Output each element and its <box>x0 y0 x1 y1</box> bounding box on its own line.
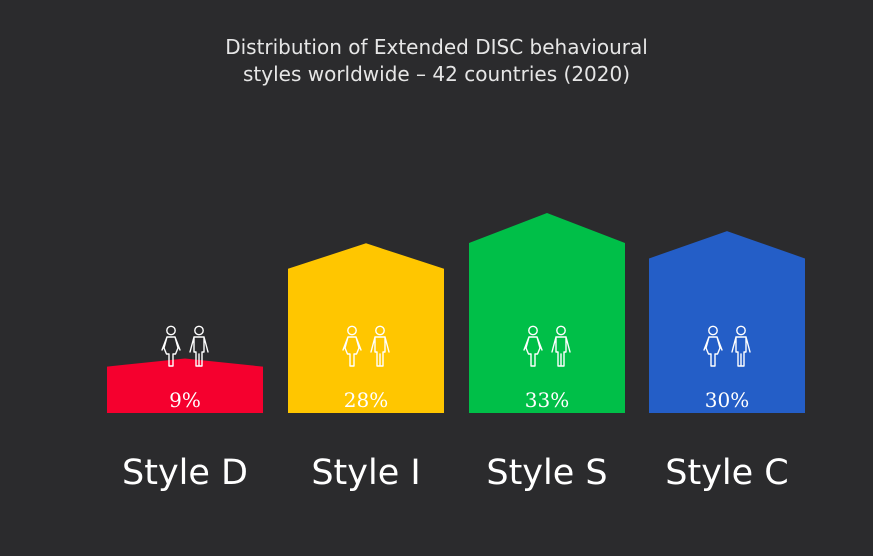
category-label-style-i: Style I <box>311 453 420 493</box>
male-female-person-pair-icon <box>703 325 751 367</box>
male-female-person-pair-icon <box>342 325 390 367</box>
bar-style-c <box>649 231 805 413</box>
chart-title-line-1: Distribution of Extended DISC behavioura… <box>225 35 648 59</box>
male-female-person-pair-icon <box>523 325 571 367</box>
data-label-style-i: 28% <box>344 388 388 412</box>
female-person-icon <box>342 325 362 367</box>
category-label-style-c: Style C <box>665 453 788 493</box>
male-person-icon <box>370 325 390 367</box>
bar-style-d <box>107 358 263 413</box>
data-label-style-c: 30% <box>705 388 749 412</box>
bar-style-s <box>469 213 625 413</box>
male-person-icon <box>731 325 751 367</box>
category-label-style-d: Style D <box>122 453 248 493</box>
chart-title-line-2: styles worldwide – 42 countries (2020) <box>242 62 631 86</box>
data-label-style-s: 33% <box>525 388 569 412</box>
bar-style-i <box>288 243 444 413</box>
chart-title: Distribution of Extended DISC behavioura… <box>0 34 873 88</box>
female-person-icon <box>703 325 723 367</box>
female-person-icon <box>523 325 543 367</box>
data-label-style-d: 9% <box>169 388 201 412</box>
male-person-icon <box>551 325 571 367</box>
female-person-icon <box>161 325 181 367</box>
male-female-person-pair-icon <box>161 325 209 367</box>
male-person-icon <box>189 325 209 367</box>
category-label-style-s: Style S <box>486 453 607 493</box>
